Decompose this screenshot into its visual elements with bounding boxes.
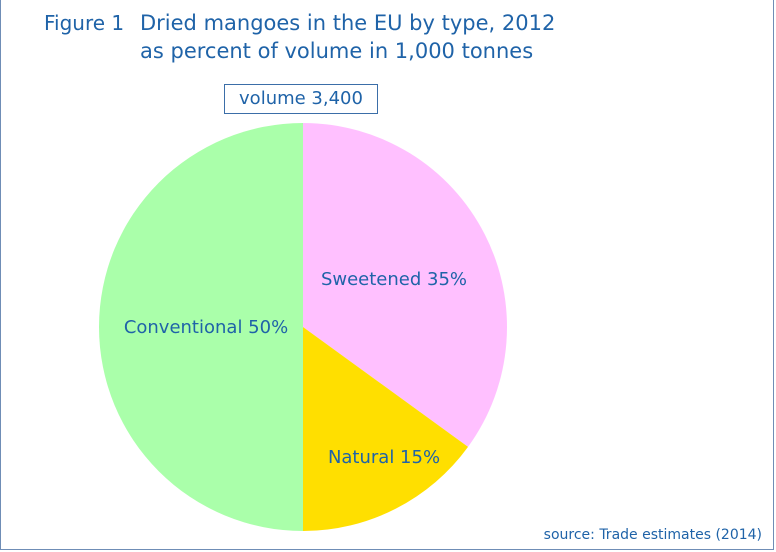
volume-label: volume 3,400 bbox=[224, 84, 378, 114]
pie-slice-natural bbox=[303, 327, 469, 531]
title-text: Dried mangoes in the EU by type, 2012 bbox=[140, 11, 556, 35]
pie-label-conventional: Conventional 50% bbox=[124, 317, 288, 338]
pie-label-sweetened: Sweetened 35% bbox=[321, 269, 467, 290]
chart-title: Figure 1 Dried mangoes in the EU by type,… bbox=[44, 10, 555, 36]
pie-slices bbox=[99, 122, 508, 531]
pie-label-natural: Natural 15% bbox=[328, 447, 440, 468]
chart-subtitle: as percent of volume in 1,000 tonnes bbox=[140, 39, 534, 63]
pie-slice-conventional bbox=[99, 123, 303, 531]
figure-label: Figure 1 bbox=[44, 11, 125, 35]
pie-labels: Sweetened 35% Natural 15% Conventional 50% bbox=[124, 269, 467, 468]
source-note: source: Trade estimates (2014) bbox=[543, 527, 762, 543]
pie-slice-sweetened bbox=[303, 122, 508, 447]
